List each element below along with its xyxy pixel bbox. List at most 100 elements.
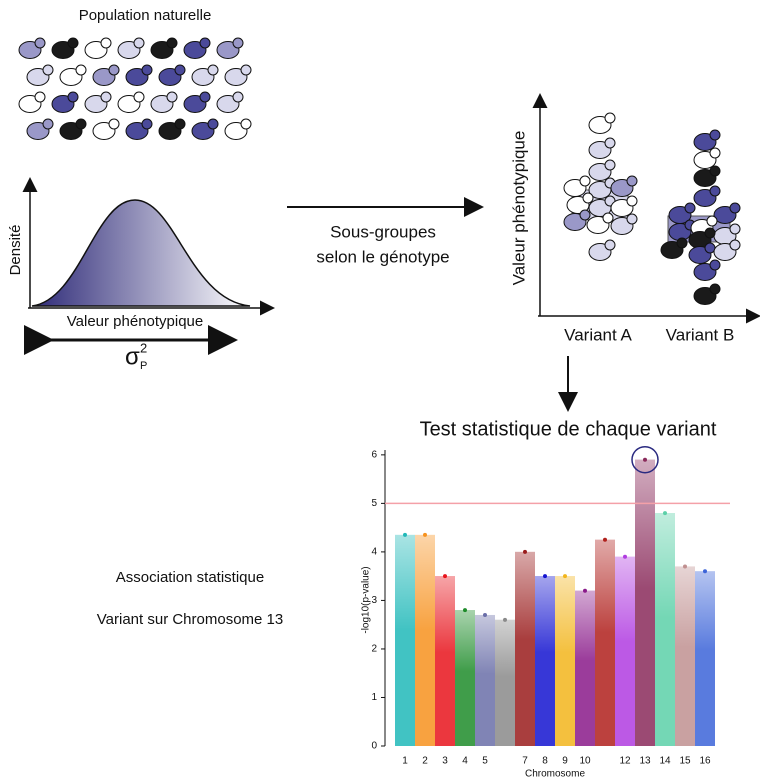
yeast-bud: [604, 112, 616, 124]
yeast-bud: [174, 118, 186, 130]
chromosome-fade: [595, 539, 615, 746]
yeast-bud: [729, 202, 741, 214]
yeast-bud: [240, 118, 252, 130]
association-text: Association statistique: [116, 569, 264, 586]
yeast-bud: [704, 242, 716, 254]
yeast-bud: [133, 37, 145, 49]
density-curve: [31, 199, 251, 307]
peak-point: [483, 612, 487, 617]
density-x-label: Valeur phénotypique: [67, 313, 204, 330]
x-tick-label: 3: [442, 756, 448, 767]
chromosome-fade: [435, 576, 455, 746]
yeast-bud: [100, 37, 112, 49]
sigma-sub: P: [140, 360, 147, 372]
yeast-bud: [626, 195, 638, 207]
x-tick-label: 2: [422, 756, 428, 767]
yeast-bud: [626, 175, 638, 187]
yeast-bud: [100, 91, 112, 103]
yeast-bud: [67, 91, 79, 103]
peak-point: [543, 574, 547, 579]
yeast-bud: [133, 91, 145, 103]
y-tick-label: 2: [371, 644, 377, 655]
y-tick-label: 5: [371, 498, 377, 509]
sigma: σ: [125, 343, 140, 370]
chromosome-fade: [695, 571, 715, 746]
yeast-bud: [141, 64, 153, 76]
population-cells: [18, 37, 252, 140]
variant-label: Variant B: [666, 325, 735, 344]
yeast-bud: [684, 202, 696, 214]
y-axis-label: -log10(p-value): [361, 566, 372, 633]
yeast-bud: [709, 165, 721, 177]
x-tick-label: 12: [619, 756, 631, 767]
peak-point: [663, 511, 667, 516]
yeast-bud: [582, 192, 594, 204]
peak-point: [583, 588, 587, 593]
chromosome-fade: [475, 614, 495, 746]
yeast-bud: [75, 64, 87, 76]
yeast-bud: [709, 147, 721, 159]
subgroups-y-label: Valeur phénotypique: [509, 131, 528, 286]
yeast-bud: [604, 137, 616, 149]
yeast-bud: [704, 227, 716, 239]
highlight-circle: [631, 445, 659, 474]
yeast-bud: [709, 283, 721, 295]
x-tick-label: 16: [699, 756, 711, 767]
x-tick-label: 15: [679, 756, 691, 767]
density-y-label: Densité: [7, 225, 24, 276]
peak-point: [623, 554, 627, 559]
chromosome-fade: [615, 556, 635, 746]
yeast-bud: [579, 209, 591, 221]
peak-point: [523, 549, 527, 554]
chromosome-fade: [415, 534, 435, 746]
y-tick-label: 1: [371, 692, 377, 703]
yeast-bud: [240, 64, 252, 76]
yeast-bud: [199, 37, 211, 49]
association-text: Variant sur Chromosome 13: [97, 611, 283, 628]
chromosome-fade: [635, 459, 655, 746]
yeast-bud: [199, 91, 211, 103]
sigma-sup: 2: [140, 340, 147, 355]
arrow-label: Sous-groupes: [330, 222, 436, 241]
peak-point: [443, 574, 447, 579]
variant-label: Variant A: [564, 325, 632, 344]
yeast-bud: [579, 175, 591, 187]
x-tick-label: 4: [462, 756, 468, 767]
yeast-bud: [207, 64, 219, 76]
chromosome-fade: [535, 576, 555, 746]
yeast-bud: [602, 212, 614, 224]
yeast-bud: [709, 259, 721, 271]
peak-point: [463, 608, 467, 613]
peak-point: [603, 537, 607, 542]
yeast-bud: [706, 215, 718, 227]
x-tick-label: 7: [522, 756, 528, 767]
peak-point: [503, 617, 507, 622]
yeast-bud: [729, 223, 741, 235]
yeast-bud: [604, 239, 616, 251]
peak-point: [703, 569, 707, 574]
y-tick-label: 3: [371, 595, 377, 606]
peak-point: [403, 532, 407, 537]
chromosome-fade: [575, 590, 595, 746]
peak-point: [643, 457, 647, 462]
x-tick-label: 14: [659, 756, 671, 767]
yeast-bud: [108, 118, 120, 130]
yeast-bud: [207, 118, 219, 130]
chromosome-fade: [455, 610, 475, 746]
chromosome-fade: [555, 576, 575, 746]
arrow-label: selon le génotype: [316, 247, 449, 266]
yeast-bud: [232, 37, 244, 49]
peak-point: [423, 532, 427, 537]
yeast-bud: [34, 37, 46, 49]
chromosome-fade: [495, 619, 515, 746]
yeast-bud: [709, 129, 721, 141]
yeast-bud: [174, 64, 186, 76]
yeast-bud: [141, 118, 153, 130]
yeast-bud: [108, 64, 120, 76]
test-title: Test statistique de chaque variant: [420, 418, 717, 440]
x-tick-label: 10: [579, 756, 591, 767]
x-tick-label: 9: [562, 756, 568, 767]
y-tick-label: 6: [371, 449, 377, 460]
x-tick-label: 13: [639, 756, 651, 767]
